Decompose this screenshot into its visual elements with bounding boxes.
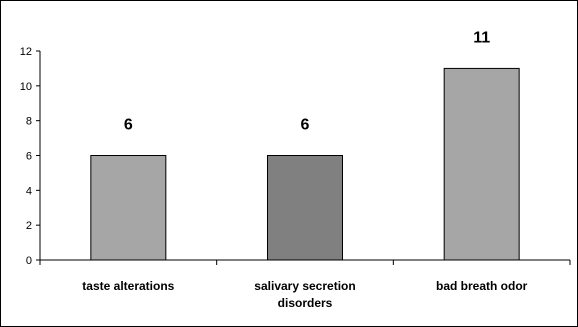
x-category-label: disorders: [278, 296, 333, 310]
y-tick-label: 4: [26, 185, 32, 197]
y-tick-label: 6: [26, 151, 32, 163]
y-tick-label: 0: [26, 255, 32, 267]
x-category-label: bad breath odor: [436, 279, 528, 293]
data-label: 6: [124, 117, 133, 134]
x-category-label: taste alterations: [82, 279, 174, 293]
data-label: 11: [473, 29, 490, 46]
bar: [90, 155, 167, 261]
y-tick-label: 12: [20, 46, 32, 58]
y-tick-label: 2: [26, 220, 32, 232]
bar: [267, 155, 343, 261]
bar: [443, 67, 520, 261]
x-category-label: salivary secretion: [254, 279, 355, 293]
y-tick-label: 10: [20, 81, 32, 93]
data-label: 6: [301, 117, 310, 134]
y-tick-label: 8: [26, 116, 32, 128]
